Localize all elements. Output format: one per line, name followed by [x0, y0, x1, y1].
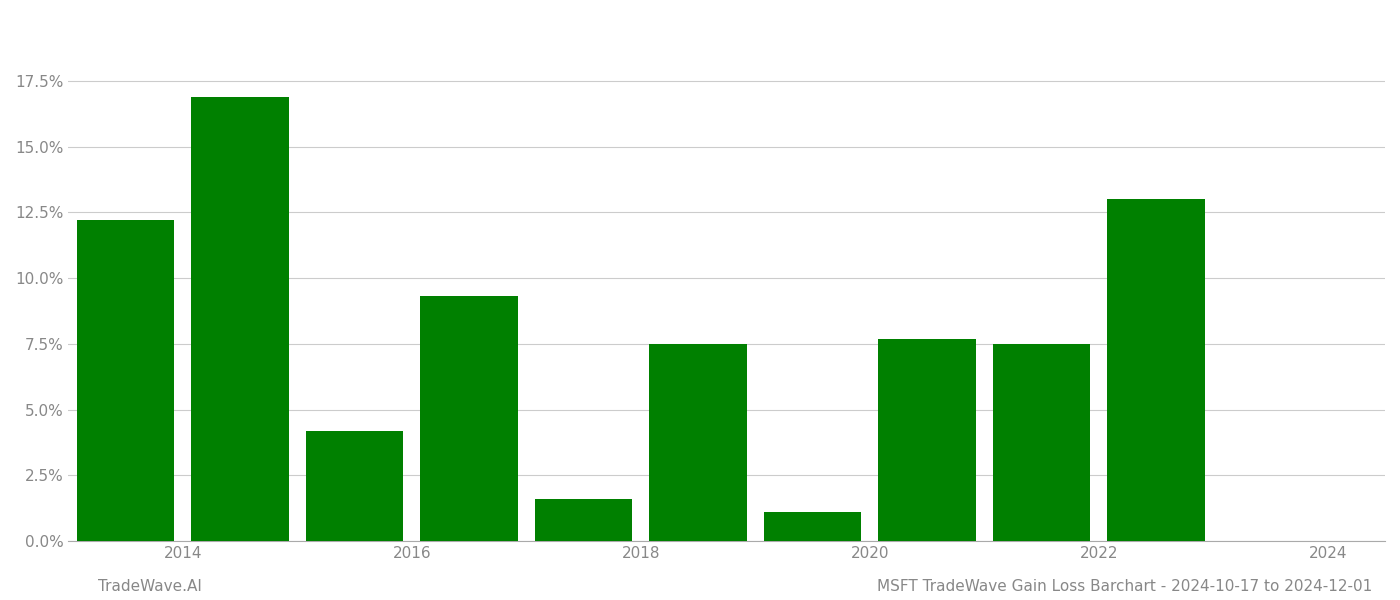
Text: TradeWave.AI: TradeWave.AI: [98, 579, 202, 594]
Bar: [993, 344, 1091, 541]
Text: MSFT TradeWave Gain Loss Barchart - 2024-10-17 to 2024-12-01: MSFT TradeWave Gain Loss Barchart - 2024…: [876, 579, 1372, 594]
Bar: [878, 338, 976, 541]
Bar: [420, 296, 518, 541]
Bar: [192, 97, 288, 541]
Bar: [1107, 199, 1204, 541]
Bar: [305, 431, 403, 541]
Bar: [535, 499, 633, 541]
Bar: [77, 220, 174, 541]
Bar: [764, 512, 861, 541]
Bar: [650, 344, 746, 541]
